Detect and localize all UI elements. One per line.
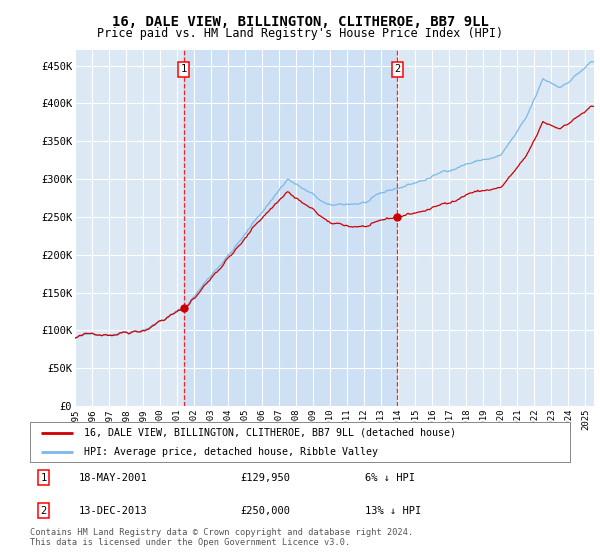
Text: HPI: Average price, detached house, Ribble Valley: HPI: Average price, detached house, Ribb… bbox=[84, 447, 378, 457]
Text: 6% ↓ HPI: 6% ↓ HPI bbox=[365, 473, 415, 483]
Text: Price paid vs. HM Land Registry's House Price Index (HPI): Price paid vs. HM Land Registry's House … bbox=[97, 27, 503, 40]
Text: 1: 1 bbox=[40, 473, 47, 483]
Text: £250,000: £250,000 bbox=[241, 506, 290, 516]
Text: Contains HM Land Registry data © Crown copyright and database right 2024.
This d: Contains HM Land Registry data © Crown c… bbox=[30, 528, 413, 547]
Text: 16, DALE VIEW, BILLINGTON, CLITHEROE, BB7 9LL: 16, DALE VIEW, BILLINGTON, CLITHEROE, BB… bbox=[112, 15, 488, 29]
Text: £129,950: £129,950 bbox=[241, 473, 290, 483]
Text: 13% ↓ HPI: 13% ↓ HPI bbox=[365, 506, 421, 516]
Text: 2: 2 bbox=[394, 64, 401, 74]
Bar bbox=[184, 50, 397, 406]
Text: 18-MAY-2001: 18-MAY-2001 bbox=[79, 473, 148, 483]
Text: 16, DALE VIEW, BILLINGTON, CLITHEROE, BB7 9LL (detached house): 16, DALE VIEW, BILLINGTON, CLITHEROE, BB… bbox=[84, 428, 456, 438]
Text: 2: 2 bbox=[40, 506, 47, 516]
Text: 1: 1 bbox=[181, 64, 187, 74]
Text: 13-DEC-2013: 13-DEC-2013 bbox=[79, 506, 148, 516]
